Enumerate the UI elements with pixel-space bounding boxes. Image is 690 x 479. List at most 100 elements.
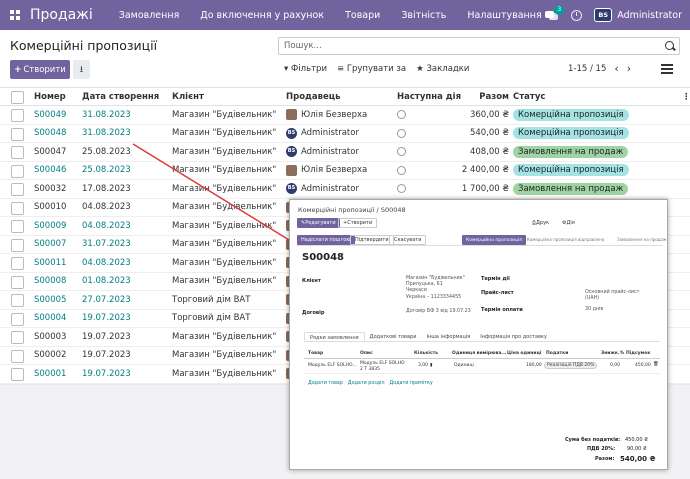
row-checkbox[interactable]: [11, 349, 24, 363]
pricelist-value[interactable]: Основний прайс-лист (UAH): [585, 290, 640, 302]
row-number[interactable]: S00005: [34, 294, 67, 305]
form-action-button[interactable]: ⚙ Дія: [562, 220, 575, 226]
nav-orders[interactable]: Замовлення: [118, 9, 180, 21]
select-all-checkbox[interactable]: [11, 91, 24, 104]
pager-value[interactable]: 1-15 / 15: [568, 64, 607, 74]
download-button[interactable]: ⭳: [73, 60, 90, 79]
form-create-button[interactable]: + Створити: [338, 218, 378, 228]
row-activity[interactable]: [397, 106, 406, 124]
table-row[interactable]: S00032 17.08.2023 Магазин "Будівельник" BS A…: [0, 180, 690, 199]
row-seller[interactable]: BS Administrator: [286, 180, 359, 198]
activity-clock-icon[interactable]: [397, 110, 406, 120]
row-checkbox[interactable]: [11, 183, 24, 196]
row-number[interactable]: S00011: [34, 257, 67, 268]
activity-clock-icon[interactable]: [397, 147, 406, 157]
row-seller[interactable]: BS Administrator: [286, 143, 359, 161]
row-number[interactable]: S00048: [34, 128, 67, 139]
pager-prev-icon[interactable]: ‹: [614, 62, 619, 75]
table-row[interactable]: S00048 31.08.2023 Магазин "Будівельник" BS A…: [0, 125, 690, 143]
row-checkbox[interactable]: [11, 312, 24, 326]
apps-menu-icon[interactable]: [0, 0, 30, 30]
activity-clock-icon[interactable]: [397, 165, 406, 175]
activity-clock-icon[interactable]: [397, 128, 406, 138]
tab-order-lines[interactable]: Рядки замовлення: [304, 332, 365, 341]
col-amount[interactable]: Разом: [479, 91, 509, 102]
row-activity[interactable]: [397, 125, 406, 143]
row-seller[interactable]: Юлія Безверха: [286, 162, 367, 180]
tab-other-info[interactable]: Інша інформація: [426, 334, 471, 340]
row-activity[interactable]: [397, 143, 406, 161]
form-breadcrumb[interactable]: Комерційні пропозиції / S00048: [298, 206, 406, 214]
row-checkbox[interactable]: [11, 164, 24, 178]
row-seller[interactable]: BS Administrator: [286, 125, 359, 143]
col-date[interactable]: Дата створення: [82, 91, 160, 102]
tab-delivery-info[interactable]: Інформація про доставку: [480, 334, 548, 340]
col-number[interactable]: Номер: [34, 91, 66, 102]
favorites-button[interactable]: ★ Закладки: [416, 64, 469, 74]
row-checkbox[interactable]: [11, 294, 24, 307]
col-status[interactable]: Статус: [513, 91, 546, 102]
row-number[interactable]: S00009: [34, 220, 67, 231]
row-activity[interactable]: [397, 180, 406, 198]
add-note-link[interactable]: Додати примітку: [389, 381, 433, 386]
search-icon[interactable]: [665, 41, 674, 50]
nav-products[interactable]: Товари: [345, 9, 381, 21]
chat-icon[interactable]: 3: [545, 5, 565, 21]
order-line-row[interactable]: Модуль ELF SOLHO... Модуль ELF SOLHO 2 T…: [304, 360, 660, 374]
list-view-icon[interactable]: [661, 64, 673, 74]
row-checkbox[interactable]: [11, 146, 24, 159]
tab-optional-products[interactable]: Додаткові товари: [369, 334, 417, 340]
activity-clock-icon[interactable]: [397, 184, 406, 194]
row-checkbox[interactable]: [11, 275, 24, 289]
stage-quotation[interactable]: Комерційна пропозиція: [462, 235, 526, 245]
row-checkbox[interactable]: [11, 127, 24, 141]
row-number[interactable]: S00010: [34, 202, 67, 213]
create-button[interactable]: + Створити: [10, 60, 70, 79]
row-number[interactable]: S00047: [34, 146, 67, 157]
cancel-button[interactable]: Скасувати: [389, 235, 427, 245]
col-seller[interactable]: Продавець: [286, 91, 341, 102]
trash-icon[interactable]: 🗑: [653, 362, 659, 367]
row-checkbox[interactable]: [11, 220, 24, 233]
table-row[interactable]: S00049 31.08.2023 Магазин "Будівельник" Юлі…: [0, 106, 690, 125]
row-activity[interactable]: [397, 162, 406, 180]
row-number[interactable]: S00032: [34, 183, 67, 194]
col-activity[interactable]: Наступна дія: [397, 91, 462, 102]
row-number[interactable]: S00002: [34, 350, 67, 361]
client-address[interactable]: Магазин "Будівельник" Прилуцька, 61 Черк…: [406, 276, 465, 301]
row-checkbox[interactable]: [11, 238, 24, 252]
pager-next-icon[interactable]: ›: [626, 62, 632, 75]
row-number[interactable]: S00046: [34, 165, 67, 176]
stage-quotation-sent[interactable]: Комерційна пропозиція відправлена: [527, 237, 605, 242]
row-seller[interactable]: Юлія Безверха: [286, 106, 367, 124]
row-checkbox[interactable]: [11, 109, 24, 122]
column-options-icon[interactable]: ⋮: [682, 91, 690, 102]
confirm-button[interactable]: Підтвердити: [350, 235, 394, 245]
filters-button[interactable]: ▾ Фільтри: [284, 64, 327, 74]
row-checkbox[interactable]: [11, 331, 24, 344]
user-menu[interactable]: BS Administrator: [594, 8, 682, 22]
activity-clock-icon[interactable]: [571, 9, 583, 21]
row-number[interactable]: S00049: [34, 109, 67, 120]
row-number[interactable]: S00001: [34, 368, 67, 379]
table-row[interactable]: S00047 25.08.2023 Магазин "Будівельник" BS A…: [0, 143, 690, 162]
form-edit-button[interactable]: ✎ Редагувати: [297, 218, 340, 228]
table-row[interactable]: S00046 25.08.2023 Магазин "Будівельник" Юлі…: [0, 162, 690, 180]
row-number[interactable]: S00004: [34, 313, 67, 324]
row-number[interactable]: S00007: [34, 239, 67, 250]
col-client[interactable]: Клієнт: [172, 91, 204, 102]
nav-to-invoice[interactable]: До включення у рахунок: [200, 9, 325, 21]
nav-reporting[interactable]: Звітність: [401, 9, 447, 21]
add-section-link[interactable]: Додати розділ: [347, 381, 385, 386]
app-brand[interactable]: Продажі: [30, 7, 93, 23]
row-checkbox[interactable]: [11, 257, 24, 270]
search-input[interactable]: Пошук...: [278, 37, 680, 55]
contract-value[interactable]: Договір БФ 3 від 19.07.23: [406, 309, 471, 314]
row-number[interactable]: S00003: [34, 331, 67, 342]
row-number[interactable]: S00008: [34, 276, 67, 287]
forecast-chart-icon[interactable]: ▮: [430, 363, 433, 368]
group-by-button[interactable]: ≡ Групувати за: [337, 64, 406, 74]
stage-sales-order[interactable]: Замовлення на продаж: [617, 237, 667, 242]
form-print-button[interactable]: ⎙ Друк: [532, 220, 550, 226]
row-checkbox[interactable]: [11, 368, 24, 381]
